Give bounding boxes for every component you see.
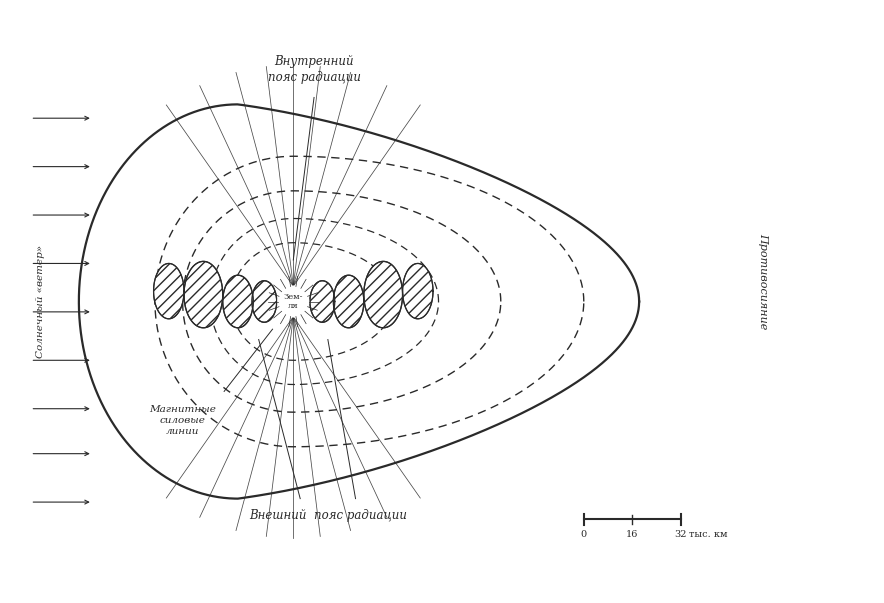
Circle shape [278,286,309,317]
Text: Внутренний
пояс радиации: Внутренний пояс радиации [268,55,361,84]
Text: Противосияние: Противосияние [758,233,768,329]
Polygon shape [184,261,223,328]
Text: тыс. км: тыс. км [689,530,728,538]
Text: Зем-
ля: Зем- ля [284,293,303,310]
Polygon shape [252,281,277,322]
Polygon shape [223,275,253,328]
Polygon shape [310,281,335,322]
Text: 16: 16 [626,530,638,538]
Text: Солнечный «ветер»: Солнечный «ветер» [36,245,45,358]
Polygon shape [154,264,184,319]
Text: Внешний  пояс радиации: Внешний пояс радиации [249,509,407,522]
Text: Магнитные
силовые
линии: Магнитные силовые линии [149,405,216,437]
Text: 0: 0 [581,530,587,538]
Polygon shape [333,275,364,328]
Text: 32: 32 [674,530,687,538]
Polygon shape [364,261,402,328]
Polygon shape [402,264,433,319]
